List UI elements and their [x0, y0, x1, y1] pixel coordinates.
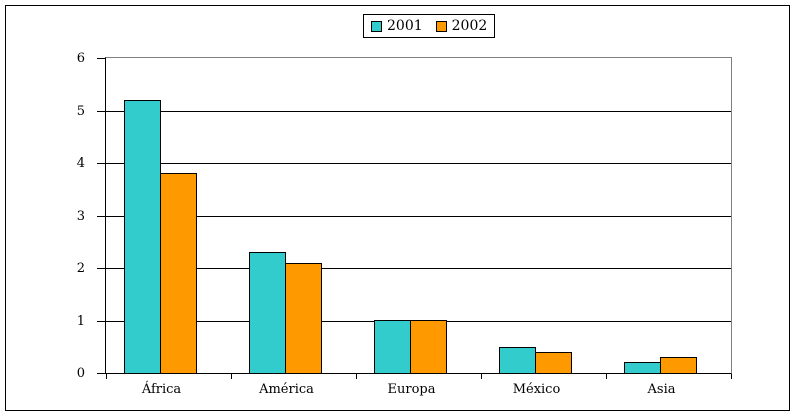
x-tick-2 — [356, 374, 357, 379]
legend-swatch-2001 — [371, 20, 382, 32]
y-tick-label-6: 6 — [76, 51, 85, 66]
x-category-label-mexico: México — [512, 382, 561, 397]
y-tick-5 — [97, 111, 105, 112]
bar-group-america — [231, 58, 356, 373]
x-tick-1 — [231, 374, 232, 379]
gridline-y2 — [106, 268, 731, 269]
legend: 2001 2002 — [363, 14, 496, 38]
x-category-label-asia: Asia — [647, 382, 676, 397]
gridline-y3 — [106, 216, 731, 217]
y-tick-label-5: 5 — [76, 104, 85, 119]
y-tick-label-3: 3 — [76, 209, 85, 224]
x-tick-4 — [606, 374, 607, 379]
gridline-y5 — [106, 111, 731, 112]
y-tick-3 — [97, 216, 105, 217]
plot-area — [97, 57, 732, 379]
y-tick-label-1: 1 — [76, 314, 85, 329]
bar-mexico-2001[interactable] — [499, 347, 536, 373]
bar-group-europa — [356, 58, 481, 373]
bar-asia-2002[interactable] — [660, 357, 697, 373]
x-tick-0 — [106, 374, 107, 379]
gridline-y4 — [106, 163, 731, 164]
bar-europa-2002[interactable] — [410, 320, 447, 373]
y-tick-6 — [97, 58, 105, 59]
legend-item-2002[interactable]: 2002 — [435, 18, 488, 34]
x-category-label-europa: Europa — [387, 382, 436, 397]
chart-frame: 2001 2002 0 1 2 3 4 5 6 África América Europa Méx… — [5, 5, 790, 411]
bar-america-2001[interactable] — [249, 252, 286, 373]
y-tick-label-2: 2 — [76, 261, 85, 276]
y-tick-2 — [97, 268, 105, 269]
bar-group-africa — [106, 58, 231, 373]
y-tick-1 — [97, 321, 105, 322]
legend-label-2001: 2001 — [387, 18, 423, 34]
legend-item-2001[interactable]: 2001 — [371, 18, 423, 34]
x-tick-3 — [481, 374, 482, 379]
x-tick-5 — [731, 374, 732, 379]
x-category-label-africa: África — [141, 382, 182, 397]
x-category-label-america: América — [259, 382, 314, 397]
bar-africa-2002[interactable] — [160, 173, 197, 373]
bar-america-2002[interactable] — [285, 263, 322, 373]
y-tick-label-0: 0 — [76, 366, 85, 381]
y-tick-label-4: 4 — [76, 156, 85, 171]
y-tick-0 — [97, 373, 105, 374]
bar-europa-2001[interactable] — [374, 320, 411, 373]
bar-asia-2001[interactable] — [624, 362, 661, 373]
bar-mexico-2002[interactable] — [535, 352, 572, 373]
bar-africa-2001[interactable] — [124, 100, 161, 373]
y-tick-4 — [97, 163, 105, 164]
bar-group-asia — [606, 58, 731, 373]
bar-group-mexico — [481, 58, 606, 373]
legend-label-2002: 2002 — [451, 18, 488, 34]
legend-swatch-2002 — [435, 20, 447, 32]
